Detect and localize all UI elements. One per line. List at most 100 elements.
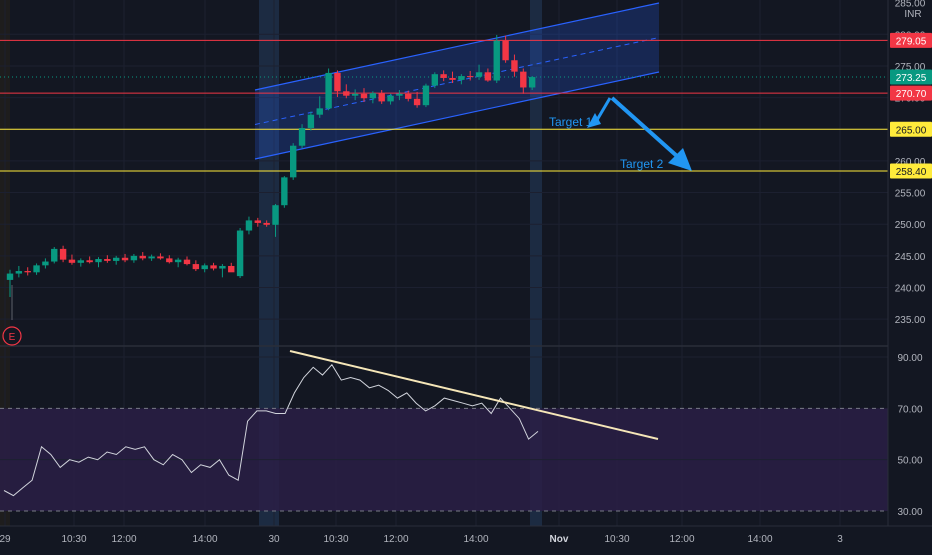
candle-body [210,265,217,269]
price-level-value: 273.25 [896,73,927,84]
candle-body [95,259,102,263]
candle-body [104,259,111,261]
candle-body [475,72,483,77]
price-levels[interactable] [0,39,888,172]
candle-body [298,127,306,146]
earnings-label: E [9,332,16,343]
candle-body [139,255,146,259]
candle-body [51,248,58,262]
candle-body [449,77,456,80]
price-level-badge[interactable] [890,121,932,137]
candle-body [113,257,120,261]
target-2-arrowhead [668,148,692,171]
price-level-value: 258.40 [896,167,927,178]
candle-body [343,91,350,96]
candle-body [42,261,49,266]
time-axis[interactable]: 29 10:30 12:00 14:00 30 10:30 12:00 14:00 Nov 10:… [0,525,932,550]
candle-body [431,74,438,86]
time-tick-label: 10:30 [323,534,348,545]
candle-body [502,40,509,61]
candle-body [6,273,14,280]
candle-body [378,93,385,102]
time-tick-label: 3 [837,534,843,545]
channel-mid-line[interactable] [254,37,660,125]
time-tick-label: 30 [268,534,280,545]
price-tick-label: 260.00 [895,157,926,168]
target-arrows[interactable]: Target 1 Target 2 [549,96,692,171]
price-level-badge[interactable] [890,69,932,85]
time-tick-label: 14:00 [747,534,772,545]
candle-body [325,72,332,109]
candle-body [405,93,412,99]
candle-body [511,60,518,72]
target-2-label: Target 2 [620,157,664,171]
time-tick-label: 10:30 [61,534,86,545]
regression-channel[interactable] [254,2,660,160]
target-2-arrow[interactable] [610,96,680,159]
price-level-badge[interactable] [890,163,932,179]
earnings-marker[interactable]: E [2,285,22,346]
price-level-badge[interactable] [890,32,932,48]
candle-body [245,220,253,231]
candle-body [121,257,129,261]
time-axis-background [0,526,932,550]
candle-body [520,71,527,88]
candle-body [201,265,208,270]
oscillator-tick-label: 50.00 [897,456,922,467]
time-tick-label: 29 [0,534,11,545]
candle-body [59,248,67,260]
candle-body [413,98,421,106]
price-tick-label: 285.00 [895,0,926,10]
time-tick-label: 14:00 [192,534,217,545]
candle-body [290,145,297,178]
price-tick-label: 245.00 [895,252,926,263]
time-tick-label: 14:00 [463,534,488,545]
candle-body [484,72,492,81]
candle-body [236,230,244,277]
candle-body [440,74,447,78]
candle-body [15,271,23,274]
candle-body [307,114,315,128]
candle-body [68,259,76,263]
candle-body [467,76,474,78]
candle-body [458,76,465,80]
candle-body [254,220,261,223]
candle-body [24,271,31,273]
candle-body [369,93,377,99]
target-1-label: Target 1 [549,115,593,129]
price-scale[interactable]: 285.00280.00275.00270.00265.00260.00255.… [887,0,932,526]
target-1-arrowhead [587,113,601,128]
channel-fill [255,3,659,159]
time-tick-label: 12:00 [111,534,136,545]
price-level-badge[interactable] [890,85,932,101]
price-tick-label: 250.00 [895,220,926,231]
session-band [530,0,542,526]
candle-body [77,260,84,263]
oscillator-tick-label: 30.00 [897,507,922,518]
time-tick-label: Nov [550,534,569,545]
oscillator-tick-label: 70.00 [897,404,922,415]
oscillator-line [3,363,539,497]
candle-body [183,259,191,265]
candle-body [192,264,200,270]
price-level-value: 279.05 [896,36,927,47]
price-tick-label: 235.00 [895,315,926,326]
price-level-value: 270.70 [896,89,927,100]
candle-body [387,95,394,102]
oscillator-tick-label: 90.00 [897,353,922,364]
candles [6,34,536,297]
price-tick-label: 255.00 [895,189,926,200]
candle-body [263,222,270,225]
candle-body [148,256,155,259]
candle-body [33,265,40,273]
candle-body [228,265,235,273]
candle-body [493,40,500,81]
channel-upper-line[interactable] [254,2,660,91]
target-1-arrow[interactable] [595,97,612,121]
price-tick-label: 275.00 [895,62,926,73]
divergence-trendline[interactable] [289,350,659,440]
time-tick-label: 12:00 [383,534,408,545]
channel-lower-line[interactable] [254,71,660,160]
